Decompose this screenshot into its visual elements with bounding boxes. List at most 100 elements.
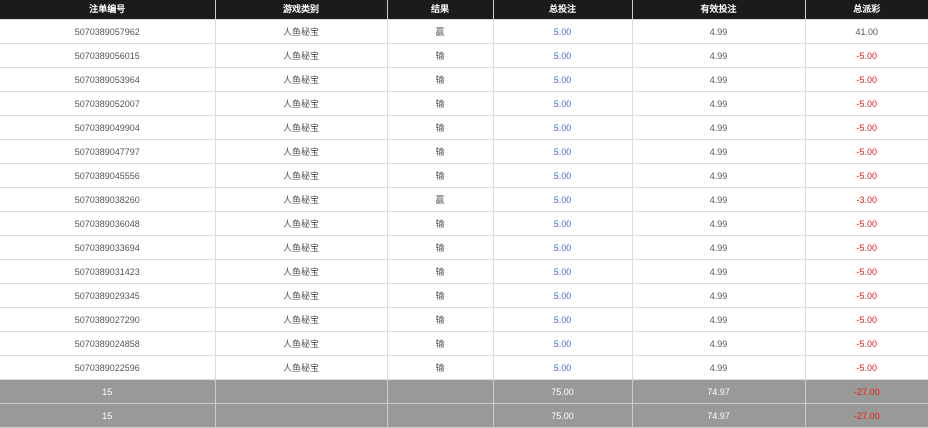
- cell-valid-bet: 4.99: [631, 139, 805, 164]
- table-row: 5070389047797 人鱼秘宝输 5.00 4.99 -5.00: [0, 139, 928, 164]
- cell-valid-bet: 4.99: [631, 211, 805, 236]
- cell-total-bet: 5.00: [492, 355, 632, 380]
- column-header-game-type[interactable]: 游戏类别: [214, 0, 387, 20]
- cell-bet-id: 5070389036048: [0, 211, 215, 236]
- cell-payout: -5.00: [804, 139, 928, 164]
- cell-payout: -5.00: [804, 331, 928, 356]
- table-row: 5070389049904 人鱼秘宝输 5.00 4.99 -5.00: [0, 115, 928, 140]
- cell-bet-id: 5070389057962: [0, 19, 215, 44]
- cell-valid-bet: 4.99: [631, 259, 805, 284]
- table-row: 5070389036048 人鱼秘宝输 5.00 4.99 -5.00: [0, 211, 928, 236]
- table-row: 5070389053964 人鱼秘宝输 5.00 4.99 -5.00: [0, 67, 928, 92]
- column-header-bet-id[interactable]: 注单编号: [0, 0, 215, 20]
- cell-valid-bet: 4.99: [631, 163, 805, 188]
- cell-total-bet: 5.00: [492, 139, 632, 164]
- cell-payout: -5.00: [804, 283, 928, 308]
- cell-bet-id: 5070389022596: [0, 355, 215, 380]
- cell-result: 输: [386, 331, 493, 356]
- table-row: 5070389027290 人鱼秘宝输 5.00 4.99 -5.00: [0, 307, 928, 332]
- cell-bet-id: 15: [0, 379, 215, 404]
- summary-row: 15 75.00 74.97 -27.00: [0, 403, 928, 428]
- cell-bet-id: 5070389031423: [0, 259, 215, 284]
- cell-bet-id: 5070389029345: [0, 283, 215, 308]
- cell-result: 赢: [386, 19, 493, 44]
- cell-payout: -5.00: [804, 355, 928, 380]
- cell-game-type: [214, 403, 387, 428]
- cell-result: 输: [386, 259, 493, 284]
- table-row: 5070389052007 人鱼秘宝输 5.00 4.99 -5.00: [0, 91, 928, 116]
- cell-result: 输: [386, 91, 493, 116]
- cell-valid-bet: 4.99: [631, 283, 805, 308]
- cell-valid-bet: 74.97: [631, 403, 805, 428]
- cell-result: 输: [386, 67, 493, 92]
- cell-payout: -5.00: [804, 211, 928, 236]
- cell-valid-bet: 4.99: [631, 67, 805, 92]
- cell-total-bet: 5.00: [492, 259, 632, 284]
- cell-game-type: 人鱼秘宝: [214, 283, 387, 308]
- cell-bet-id: 15: [0, 403, 215, 428]
- cell-total-bet: 5.00: [492, 43, 632, 68]
- cell-total-bet: 5.00: [492, 19, 632, 44]
- cell-result: 输: [386, 283, 493, 308]
- cell-bet-id: 5070389033694: [0, 235, 215, 260]
- cell-valid-bet: 4.99: [631, 235, 805, 260]
- cell-valid-bet: 74.97: [631, 379, 805, 404]
- cell-payout: -5.00: [804, 91, 928, 116]
- cell-total-bet: 5.00: [492, 235, 632, 260]
- cell-game-type: 人鱼秘宝: [214, 355, 387, 380]
- cell-total-bet: 75.00: [492, 403, 632, 428]
- cell-total-bet: 5.00: [492, 307, 632, 332]
- cell-payout: -5.00: [804, 259, 928, 284]
- cell-total-bet: 5.00: [492, 283, 632, 308]
- cell-result: 输: [386, 139, 493, 164]
- cell-valid-bet: 4.99: [631, 307, 805, 332]
- cell-bet-id: 5070389053964: [0, 67, 215, 92]
- cell-payout: -5.00: [804, 115, 928, 140]
- cell-bet-id: 5070389024858: [0, 331, 215, 356]
- table-row: 5070389024858 人鱼秘宝输 5.00 4.99 -5.00: [0, 331, 928, 356]
- cell-game-type: 人鱼秘宝: [214, 115, 387, 140]
- table-row: 5070389031423 人鱼秘宝输 5.00 4.99 -5.00: [0, 259, 928, 284]
- cell-game-type: 人鱼秘宝: [214, 259, 387, 284]
- cell-total-bet: 5.00: [492, 91, 632, 116]
- cell-payout: -5.00: [804, 43, 928, 68]
- cell-result: 输: [386, 235, 493, 260]
- table-header: 注单编号 游戏类别 结果 总投注 有效投注 总派彩: [0, 0, 928, 20]
- cell-bet-id: 5070389056015: [0, 43, 215, 68]
- cell-game-type: 人鱼秘宝: [214, 139, 387, 164]
- cell-total-bet: 5.00: [492, 67, 632, 92]
- cell-game-type: 人鱼秘宝: [214, 91, 387, 116]
- cell-payout: 41.00: [804, 19, 928, 44]
- column-header-result[interactable]: 结果: [386, 0, 493, 20]
- column-header-valid-bet[interactable]: 有效投注: [631, 0, 805, 20]
- cell-game-type: 人鱼秘宝: [214, 19, 387, 44]
- cell-valid-bet: 4.99: [631, 91, 805, 116]
- cell-valid-bet: 4.99: [631, 19, 805, 44]
- cell-result: [386, 379, 493, 404]
- cell-game-type: 人鱼秘宝: [214, 67, 387, 92]
- cell-result: 赢: [386, 187, 493, 212]
- cell-result: 输: [386, 115, 493, 140]
- cell-total-bet: 5.00: [492, 211, 632, 236]
- table-row: 5070389057962 人鱼秘宝赢 5.00 4.99 41.00: [0, 19, 928, 44]
- cell-result: 输: [386, 307, 493, 332]
- column-header-payout[interactable]: 总派彩: [804, 0, 928, 20]
- table-row: 5070389029345 人鱼秘宝输 5.00 4.99 -5.00: [0, 283, 928, 308]
- cell-total-bet: 75.00: [492, 379, 632, 404]
- cell-bet-id: 5070389049904: [0, 115, 215, 140]
- cell-valid-bet: 4.99: [631, 115, 805, 140]
- cell-bet-id: 5070389038260: [0, 187, 215, 212]
- cell-bet-id: 5070389047797: [0, 139, 215, 164]
- cell-game-type: 人鱼秘宝: [214, 163, 387, 188]
- cell-game-type: [214, 379, 387, 404]
- cell-result: 输: [386, 211, 493, 236]
- cell-payout: -27.00: [804, 403, 928, 428]
- cell-game-type: 人鱼秘宝: [214, 187, 387, 212]
- column-header-total-bet[interactable]: 总投注: [492, 0, 632, 20]
- cell-result: 输: [386, 43, 493, 68]
- table-row: 5070389038260 人鱼秘宝赢 5.00 4.99 -3.00: [0, 187, 928, 212]
- cell-total-bet: 5.00: [492, 187, 632, 212]
- table-row: 5070389033694 人鱼秘宝输 5.00 4.99 -5.00: [0, 235, 928, 260]
- cell-bet-id: 5070389052007: [0, 91, 215, 116]
